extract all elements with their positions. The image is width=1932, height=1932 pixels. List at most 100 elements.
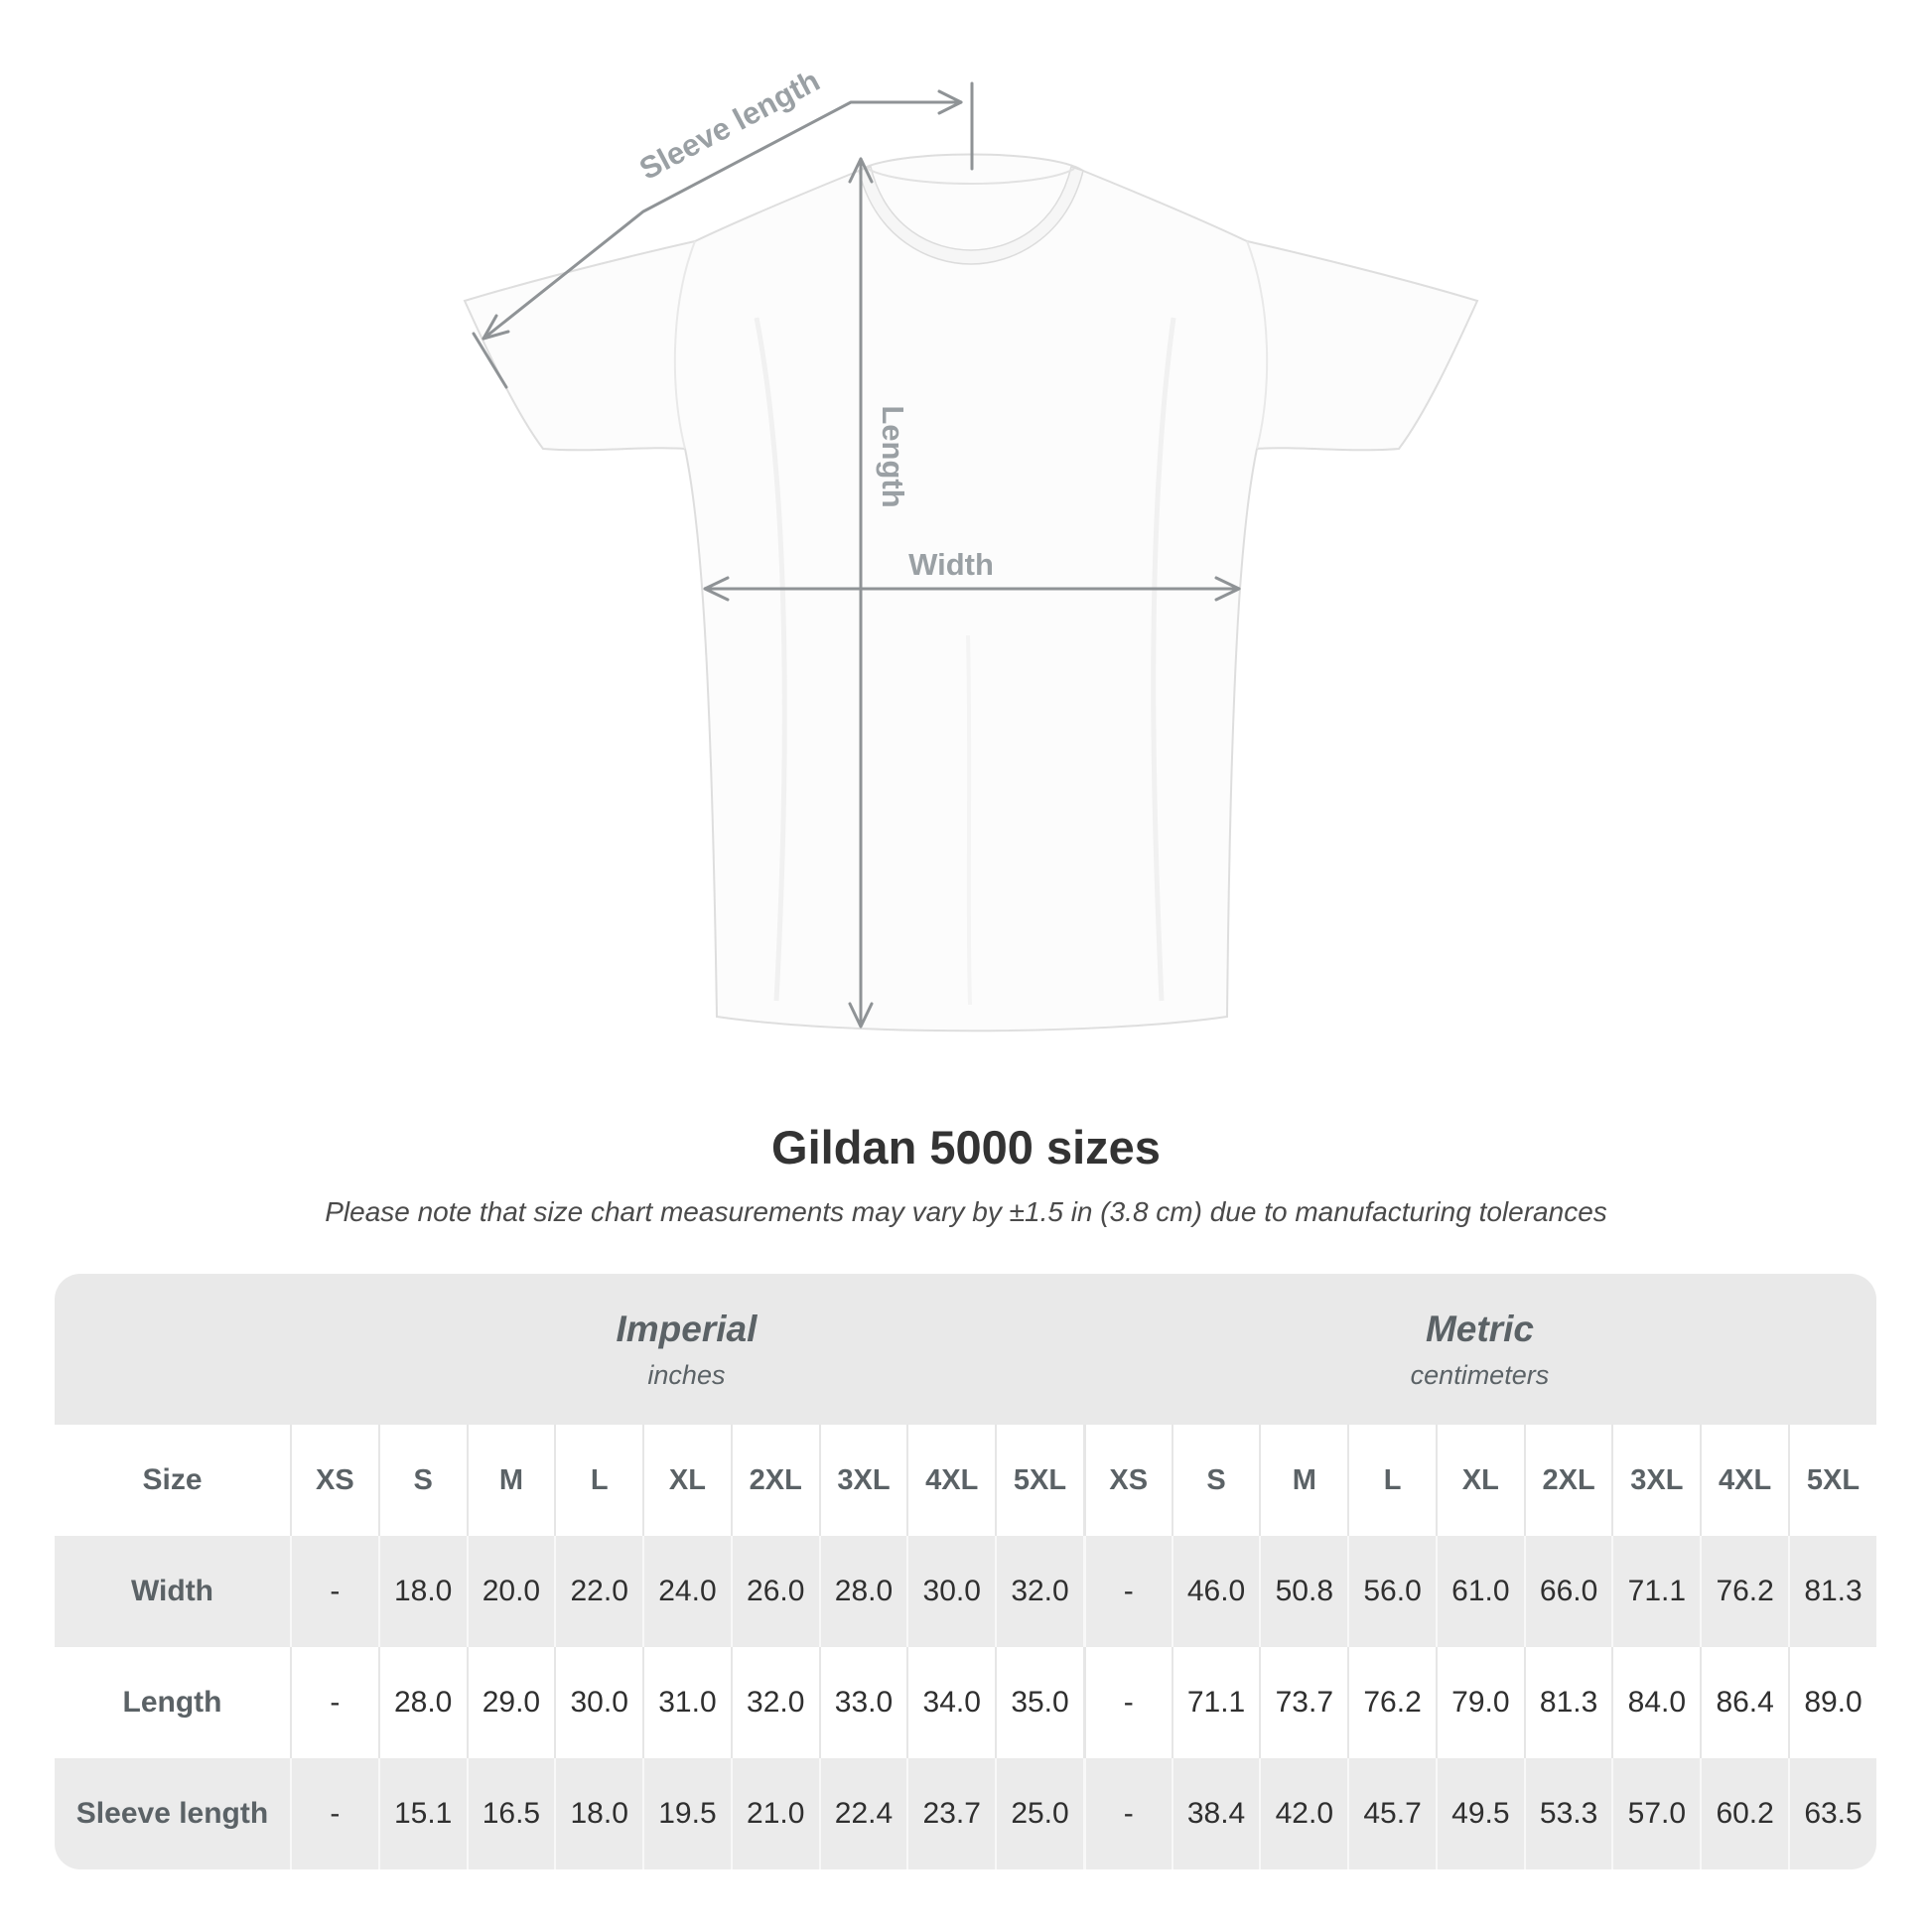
width-label: Width xyxy=(908,547,994,582)
value-cell: 33.0 xyxy=(818,1647,907,1758)
metric-group-header: Metric centimeters xyxy=(1082,1274,1876,1425)
value-cell: 81.3 xyxy=(1788,1536,1876,1647)
size-header: 4XL xyxy=(1700,1425,1789,1536)
value-cell: 29.0 xyxy=(466,1647,555,1758)
size-table-grid: Imperial inches Metric centimeters Size … xyxy=(55,1274,1876,1869)
group-header-row: Imperial inches Metric centimeters xyxy=(55,1274,1876,1425)
size-header: XS xyxy=(1082,1425,1172,1536)
value-cell: 28.0 xyxy=(377,1647,467,1758)
value-cell: 73.7 xyxy=(1259,1647,1348,1758)
value-cell: 84.0 xyxy=(1611,1647,1701,1758)
metric-unit: centimeters xyxy=(1410,1359,1550,1390)
value-cell: 86.4 xyxy=(1700,1647,1789,1758)
width-arrow xyxy=(703,576,1241,602)
imperial-unit: inches xyxy=(647,1359,726,1390)
value-cell: 23.7 xyxy=(906,1758,996,1869)
value-cell: 26.0 xyxy=(730,1536,819,1647)
value-cell: 61.0 xyxy=(1435,1536,1524,1647)
value-cell: 34.0 xyxy=(906,1647,996,1758)
value-cell: 76.2 xyxy=(1347,1647,1436,1758)
value-cell: - xyxy=(1082,1647,1172,1758)
size-table: Imperial inches Metric centimeters Size … xyxy=(55,1274,1876,1869)
size-header: M xyxy=(466,1425,555,1536)
row-label-width: Width xyxy=(55,1536,290,1647)
value-cell: 56.0 xyxy=(1347,1536,1436,1647)
value-cell: 22.0 xyxy=(554,1536,643,1647)
size-header: 3XL xyxy=(818,1425,907,1536)
value-cell: 46.0 xyxy=(1171,1536,1260,1647)
size-header: XL xyxy=(642,1425,731,1536)
measurement-arrows xyxy=(472,81,1241,1029)
tolerance-note: Please note that size chart measurements… xyxy=(325,1196,1607,1227)
sleeve-tick xyxy=(472,332,508,389)
size-header: 3XL xyxy=(1611,1425,1701,1536)
metric-title: Metric xyxy=(1425,1308,1534,1349)
size-header-row: Size XS S M L XL 2XL 3XL 4XL 5XL XS S M … xyxy=(55,1425,1876,1536)
value-cell: 57.0 xyxy=(1611,1758,1701,1869)
row-label-sleeve-length: Sleeve length xyxy=(55,1758,290,1869)
size-header: L xyxy=(1347,1425,1436,1536)
size-header: 5XL xyxy=(995,1425,1083,1536)
value-cell: 71.1 xyxy=(1171,1647,1260,1758)
value-cell: 49.5 xyxy=(1435,1758,1524,1869)
value-cell: 24.0 xyxy=(642,1536,731,1647)
size-header: 2XL xyxy=(1523,1425,1612,1536)
value-cell: 20.0 xyxy=(466,1536,555,1647)
value-cell: - xyxy=(1082,1536,1172,1647)
value-cell: 32.0 xyxy=(730,1647,819,1758)
tshirt-graphic xyxy=(463,153,1479,1033)
sleeve-length-arrow xyxy=(482,89,963,341)
value-cell: 22.4 xyxy=(818,1758,907,1869)
length-label: Length xyxy=(876,405,910,508)
value-cell: 28.0 xyxy=(818,1536,907,1647)
value-cell: 53.3 xyxy=(1523,1758,1612,1869)
size-header: 2XL xyxy=(730,1425,819,1536)
value-cell: 18.0 xyxy=(377,1536,467,1647)
value-cell: - xyxy=(290,1758,378,1869)
size-header: XL xyxy=(1435,1425,1524,1536)
row-label-length: Length xyxy=(55,1647,290,1758)
value-cell: 35.0 xyxy=(995,1647,1083,1758)
value-cell: 45.7 xyxy=(1347,1758,1436,1869)
value-cell: 60.2 xyxy=(1700,1758,1789,1869)
value-cell: 30.0 xyxy=(554,1647,643,1758)
value-cell: 38.4 xyxy=(1171,1758,1260,1869)
value-cell: 71.1 xyxy=(1611,1536,1701,1647)
size-header: S xyxy=(1171,1425,1260,1536)
value-cell: 89.0 xyxy=(1788,1647,1876,1758)
value-cell: - xyxy=(290,1536,378,1647)
value-cell: 21.0 xyxy=(730,1758,819,1869)
value-cell: 15.1 xyxy=(377,1758,467,1869)
value-cell: 30.0 xyxy=(906,1536,996,1647)
table-row: Sleeve length - 15.1 16.5 18.0 19.5 21.0… xyxy=(55,1758,1876,1869)
size-header: 5XL xyxy=(1788,1425,1876,1536)
value-cell: 79.0 xyxy=(1435,1647,1524,1758)
value-cell: 42.0 xyxy=(1259,1758,1348,1869)
value-cell: 19.5 xyxy=(642,1758,731,1869)
imperial-title: Imperial xyxy=(616,1308,758,1349)
size-column-header: Size xyxy=(55,1425,290,1536)
size-header: XS xyxy=(290,1425,378,1536)
value-cell: 16.5 xyxy=(466,1758,555,1869)
length-arrow xyxy=(848,157,874,1029)
group-header-spacer xyxy=(55,1274,290,1425)
table-row: Width - 18.0 20.0 22.0 24.0 26.0 28.0 30… xyxy=(55,1536,1876,1647)
value-cell: 18.0 xyxy=(554,1758,643,1869)
size-header: 4XL xyxy=(906,1425,996,1536)
value-cell: 50.8 xyxy=(1259,1536,1348,1647)
value-cell: 76.2 xyxy=(1700,1536,1789,1647)
value-cell: 81.3 xyxy=(1523,1647,1612,1758)
value-cell: - xyxy=(290,1647,378,1758)
value-cell: 32.0 xyxy=(995,1536,1083,1647)
imperial-group-header: Imperial inches xyxy=(290,1274,1083,1425)
size-header: M xyxy=(1259,1425,1348,1536)
size-header: L xyxy=(554,1425,643,1536)
tshirt-illustration xyxy=(463,81,1479,1033)
size-header: S xyxy=(377,1425,467,1536)
value-cell: 31.0 xyxy=(642,1647,731,1758)
tshirt-figure: Sleeve length Length Width xyxy=(463,63,1479,1033)
value-cell: 66.0 xyxy=(1523,1536,1612,1647)
value-cell: 25.0 xyxy=(995,1758,1083,1869)
page-title: Gildan 5000 sizes xyxy=(771,1121,1161,1173)
